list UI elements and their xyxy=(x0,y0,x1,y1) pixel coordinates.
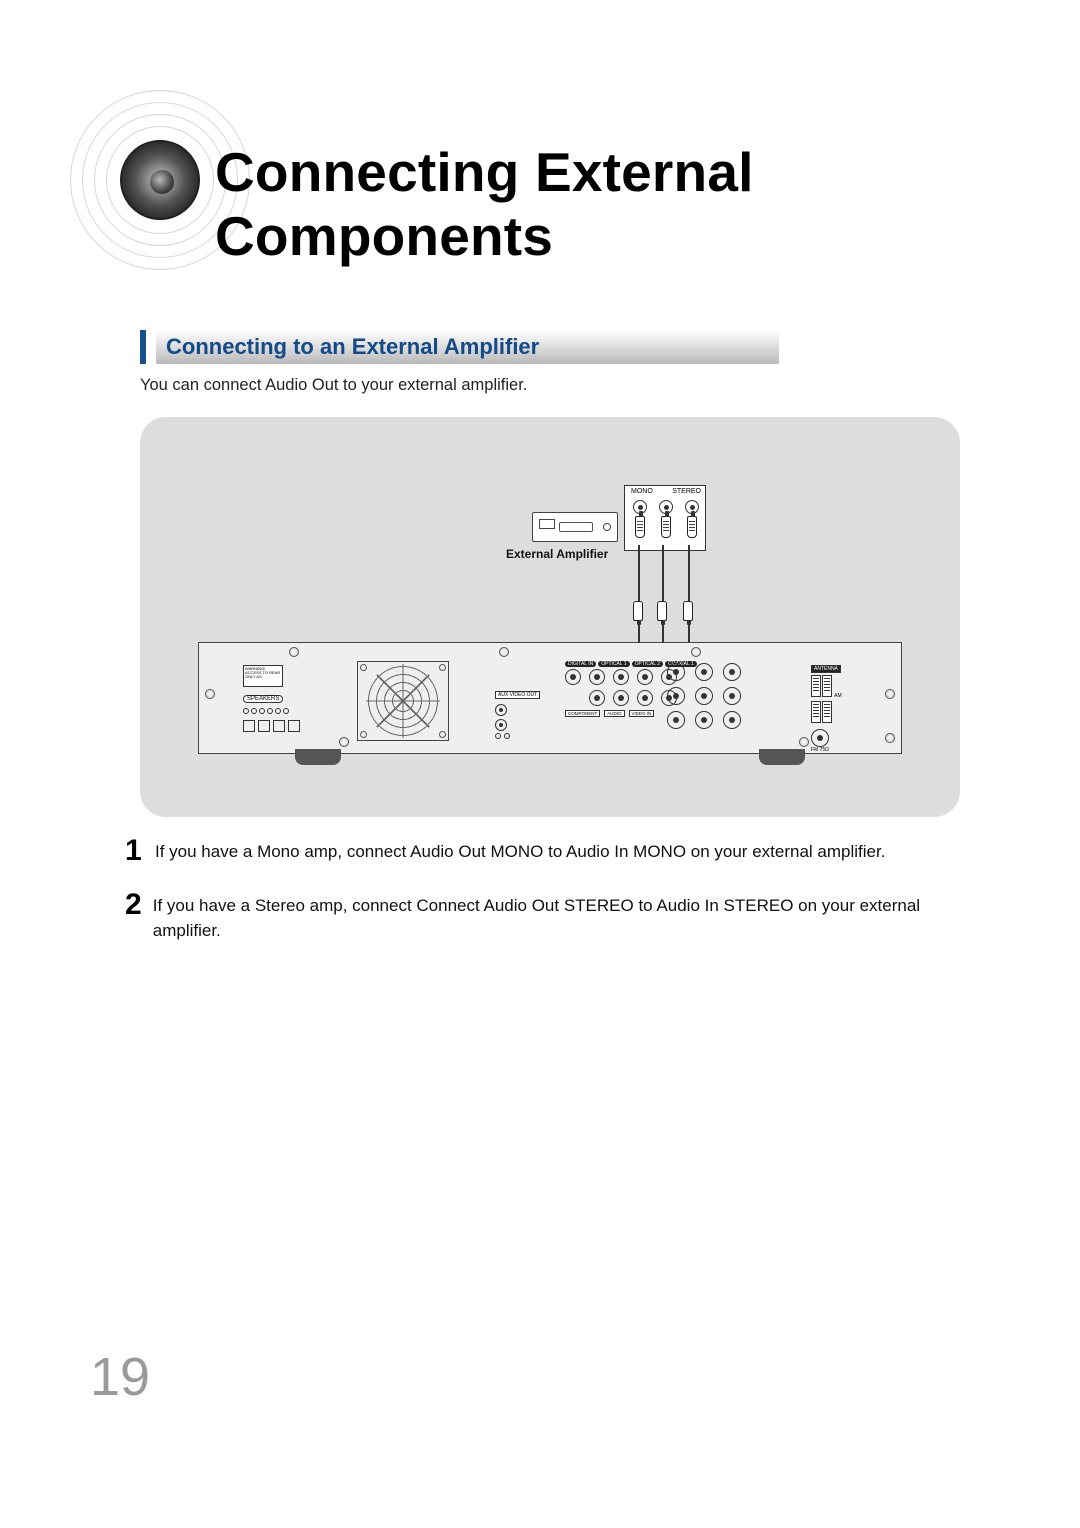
rca-plug-icon xyxy=(633,601,643,621)
section-heading-text: Connecting to an External Amplifier xyxy=(156,330,779,364)
mono-label: MONO xyxy=(631,488,653,495)
section-heading: Connecting to an External Amplifier xyxy=(140,330,960,364)
step-text: If you have a Stereo amp, connect Connec… xyxy=(153,890,930,943)
tag-label: OPTICAL 2 xyxy=(632,661,663,667)
section-intro: You can connect Audio Out to your extern… xyxy=(140,376,960,395)
rca-plug-icon xyxy=(687,516,697,538)
tag-label: VIDEO IN xyxy=(629,710,655,717)
tag-label: OPTICAL 1 xyxy=(598,661,629,667)
speaker-cone-icon xyxy=(120,140,200,220)
instruction-steps: 1 If you have a Mono amp, connect Audio … xyxy=(125,836,930,967)
antenna-label: ANTENNA xyxy=(811,665,841,673)
rca-plug-icon xyxy=(657,601,667,621)
step-number: 2 xyxy=(125,890,153,920)
page-number: 19 xyxy=(90,1346,150,1408)
digital-in-label: DIGITAL IN xyxy=(565,661,596,667)
speakers-label: SPEAKERS xyxy=(243,695,283,703)
fm-label: FM 75Ω xyxy=(811,747,829,753)
rca-plug-icon xyxy=(635,516,645,538)
step-number: 1 xyxy=(125,836,155,866)
connection-diagram: External Amplifier MONO STEREO xyxy=(140,417,960,817)
stereo-label: STEREO xyxy=(672,488,701,495)
step-item: 2 If you have a Stereo amp, connect Conn… xyxy=(125,890,930,943)
rca-plug-icon xyxy=(661,516,671,538)
tag-label: AUDIO xyxy=(604,710,624,717)
tag-label: COMPONENT xyxy=(565,710,600,717)
step-text: If you have a Mono amp, connect Audio Ou… xyxy=(155,836,885,865)
rca-plug-icon xyxy=(683,601,693,621)
antenna-block: ANTENNA AM FM 75Ω xyxy=(811,665,877,745)
video-out-block: AUX VIDEO OUT xyxy=(495,683,565,743)
speaker-terminals: WARNING! ACCESS TO REAR ONLY AS SPEAKERS xyxy=(243,665,343,739)
page-title: Connecting External Components xyxy=(215,140,1080,268)
amplifier-input-panel: MONO STEREO xyxy=(624,485,706,551)
coax-jack-icon xyxy=(811,729,829,747)
am-label: AM xyxy=(834,693,842,699)
external-amplifier-label: External Amplifier xyxy=(506,547,608,561)
cooling-fan-icon xyxy=(357,661,449,741)
receiver-rear-panel: WARNING! ACCESS TO REAR ONLY AS SPEAKERS… xyxy=(198,642,902,754)
external-amplifier-icon xyxy=(532,512,618,542)
warning-label: WARNING! ACCESS TO REAR ONLY AS xyxy=(243,665,283,687)
audio-out-block xyxy=(667,663,787,753)
video-out-label: AUX VIDEO OUT xyxy=(495,691,540,699)
step-item: 1 If you have a Mono amp, connect Audio … xyxy=(125,836,930,866)
